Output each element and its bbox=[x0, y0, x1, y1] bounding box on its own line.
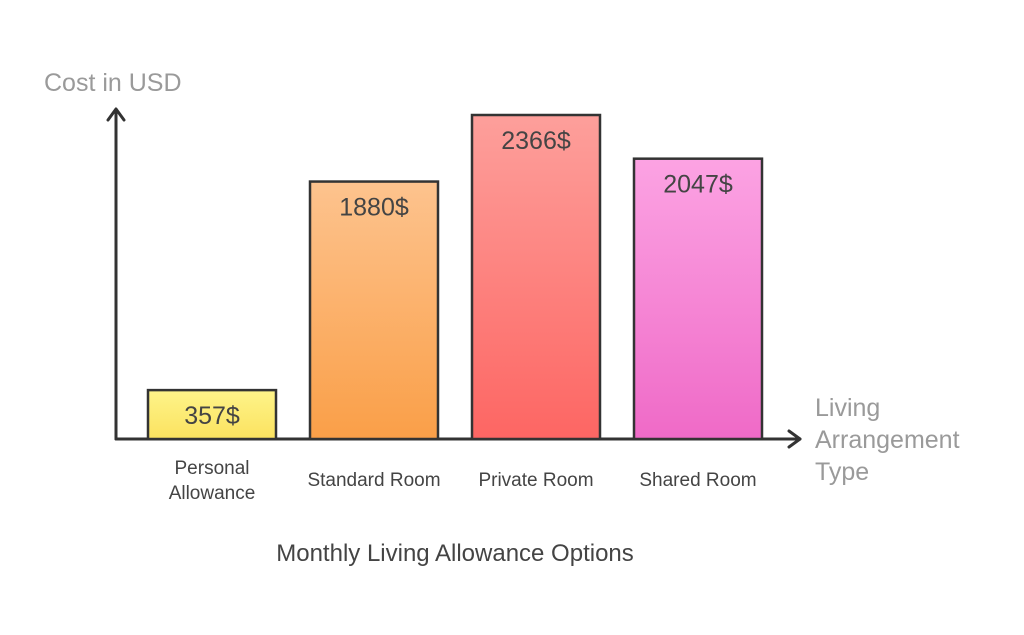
value-label-3: 2047$ bbox=[663, 171, 733, 199]
bars bbox=[146, 113, 764, 441]
bar-2 bbox=[470, 113, 602, 441]
bar-0 bbox=[146, 388, 278, 441]
x-axis-arrow bbox=[787, 429, 802, 449]
category-label-2: Private Room bbox=[478, 470, 593, 491]
bar-3 bbox=[632, 157, 764, 441]
category-label-0: Personal Allowance bbox=[169, 458, 256, 504]
category-label-3: Shared Room bbox=[639, 470, 756, 491]
value-label-2: 2366$ bbox=[501, 127, 571, 155]
y-axis-title: Cost in USD bbox=[44, 69, 182, 97]
category-label-1: Standard Room bbox=[307, 470, 440, 491]
value-labels: 357$ 1880$ 2366$ 2047$ bbox=[184, 127, 733, 430]
x-axis-title: Living Arrangement Type bbox=[815, 394, 960, 486]
y-axis-arrow bbox=[106, 107, 126, 122]
value-label-0: 357$ bbox=[184, 402, 240, 430]
chart-title: Monthly Living Allowance Options bbox=[276, 540, 634, 567]
category-labels: Personal Allowance Standard Room Private Ro… bbox=[169, 458, 757, 504]
value-label-1: 1880$ bbox=[339, 194, 409, 222]
bar-1 bbox=[308, 180, 440, 441]
